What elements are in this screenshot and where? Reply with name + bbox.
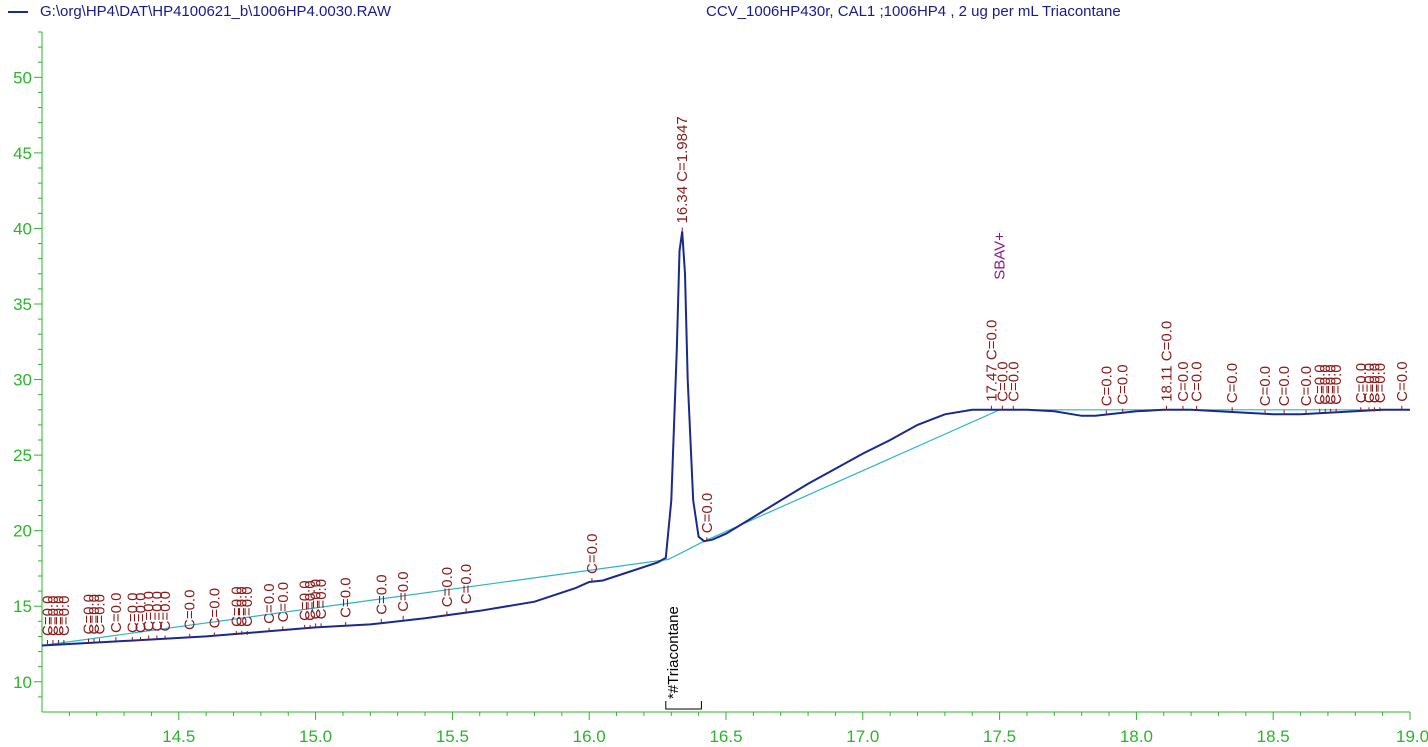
peak-label: C=0.0 — [124, 593, 141, 633]
y-tick-label: 40 — [13, 219, 32, 238]
peak-label: 18.11 C=0.0 — [1159, 321, 1176, 402]
peak-label: C=0.0 — [584, 534, 601, 574]
y-tick-label: 10 — [13, 673, 32, 692]
peak-label: C=0.0 — [45, 596, 62, 636]
peak-label: C=0.0 — [302, 580, 319, 620]
sbav-label: SBAV+ — [992, 232, 1009, 280]
peak-label: C=0.0 — [1115, 364, 1132, 404]
x-tick-label: 17.5 — [983, 727, 1016, 746]
chromatogram-trace — [41, 231, 1410, 647]
peak-label: C=0.0 — [1366, 363, 1383, 403]
y-tick-label: 35 — [13, 295, 32, 314]
raw-file-path: G:\org\HP4\DAT\HP4100621_b\1006HP4.0030.… — [40, 3, 392, 20]
peak-label: C=0.0 — [1323, 364, 1340, 404]
x-tick-label: 16.0 — [573, 727, 606, 746]
peak-label: C=0.0 — [239, 586, 256, 626]
peak-label: C=0.0 — [1328, 364, 1345, 404]
peak-label: C=0.0 — [1005, 361, 1022, 401]
axes-layer: 14.5 15.0 15.5 16.0 16.5 17.0 17.5 18.0 18.5 19.0… — [13, 31, 1428, 746]
peak-label: C=0.0 — [373, 574, 390, 614]
peak-label: C=0.0 — [994, 361, 1011, 401]
legend-line-swatch — [8, 11, 28, 13]
peak-label: C=0.0 — [1317, 364, 1334, 404]
peak-label: C=0.0 — [86, 594, 103, 634]
trace-layer — [41, 231, 1410, 647]
peak-label: C=0.0 — [40, 596, 57, 636]
peak-label: C=0.0 — [1353, 363, 1370, 403]
y-tick-label: 20 — [13, 522, 32, 541]
peak-label: C=0.0 — [439, 567, 456, 607]
peak-label: C=0.0 — [1224, 363, 1241, 403]
peak-label: C=0.0 — [275, 582, 292, 622]
y-tick-label: 30 — [13, 371, 32, 390]
peak-label: C=0.0 — [182, 590, 199, 630]
peak-label: C=0.0 — [206, 588, 223, 628]
x-tick-label: 17.0 — [846, 727, 879, 746]
peak-label: C=0.0 — [1312, 364, 1329, 404]
peak-label: C=0.0 — [1372, 363, 1389, 403]
x-tick-label: 14.5 — [162, 727, 195, 746]
peak-label: C=0.0 — [141, 591, 158, 631]
peak-label: C=0.0 — [50, 596, 67, 636]
peak-label: C=0.0 — [1276, 366, 1293, 406]
peak-label: C=0.0 — [458, 564, 475, 604]
y-tick-label: 50 — [13, 68, 32, 87]
peak-label: C=0.0 — [157, 591, 174, 631]
peak-label: C=0.0 — [1189, 361, 1206, 401]
peak-label: C=0.0 — [81, 594, 98, 634]
x-tick-label: 18.5 — [1257, 727, 1290, 746]
peak-label: C=0.0 — [133, 593, 150, 633]
compound-window-bracket — [665, 701, 702, 710]
peak-label: C=0.0 — [338, 577, 355, 617]
annotation-layer: C=0.0C=0.0C=0.0C=0.0 C=0.0C=0.0C=0.0 C=0.0… — [40, 116, 1411, 710]
peak-label: C=0.0 — [1361, 363, 1378, 403]
x-tick-label: 18.0 — [1120, 727, 1153, 746]
x-tick-label: 19.0 — [1396, 727, 1428, 746]
peak-label: C=0.0 — [56, 596, 73, 636]
y-tick-label: 15 — [13, 597, 32, 616]
peak-label: C=0.0 — [261, 583, 278, 623]
peak-label: C=0.0 — [1098, 366, 1115, 406]
sample-description: CCV_1006HP430r, CAL1 ;1006HP4 , 2 ug per… — [706, 3, 1121, 20]
y-tick-label: 45 — [13, 144, 32, 163]
x-tick-label: 15.0 — [299, 727, 332, 746]
peak-label: 16.34 C=1.9847 — [674, 116, 691, 223]
peak-label: C=0.0 — [1257, 366, 1274, 406]
peak-label: C=0.0 — [108, 593, 125, 633]
compound-label: *#Triacontane — [665, 606, 682, 699]
peak-label: C=0.0 — [92, 594, 109, 634]
peak-label: C=0.0 — [228, 586, 245, 626]
peak-label: C=0.0 — [149, 591, 166, 631]
peak-label: C=0.0 — [297, 580, 314, 620]
peak-label: C=0.0 — [234, 586, 251, 626]
peak-label: C=0.0 — [1298, 366, 1315, 406]
peak-label: C=0.0 — [395, 571, 412, 611]
peak-label: C=0.0 — [1394, 361, 1411, 401]
peak-label: 17.47 C=0.0 — [983, 320, 1000, 402]
y-tick-label: 25 — [13, 446, 32, 465]
x-tick-label: 15.5 — [436, 727, 469, 746]
peak-label: C=0.0 — [1175, 361, 1192, 401]
peak-label: C=0.0 — [313, 579, 330, 619]
peak-label: C=0.0 — [308, 579, 325, 619]
peak-label: C=0.0 — [699, 493, 716, 533]
chart-header: G:\org\HP4\DAT\HP4100621_b\1006HP4.0030.… — [0, 0, 1428, 24]
x-tick-label: 16.5 — [709, 727, 742, 746]
